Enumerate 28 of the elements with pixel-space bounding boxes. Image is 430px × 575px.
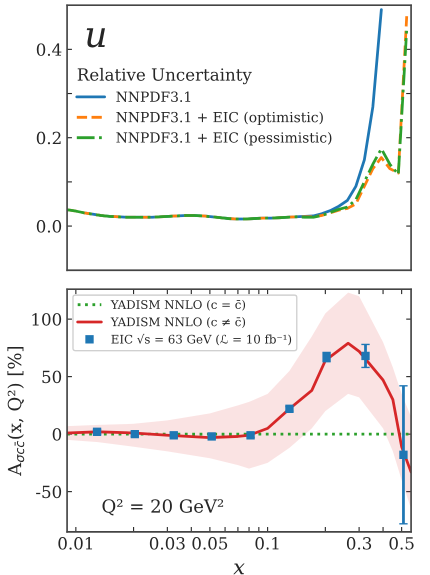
legend-label: NNPDF3.1 + EIC (optimistic) [116,112,323,126]
legend-label: EIC √s = 63 GeV (ℒ = 10 fb⁻¹) [111,334,292,346]
x-tick-label: 0.05 [192,537,228,550]
annotation: u [86,28,105,48]
y-tick-label: 0.4 [36,43,62,56]
x-tick-label: 0.1 [255,537,278,550]
y-tick-label: 50 [42,370,62,384]
y-axis-title: A$_{σcc̄}$(x, Q²) [%] [7,346,24,476]
legend-label: NNPDF3.1 + EIC (pessimistic) [116,132,332,146]
point [399,450,408,459]
y-tick-label: 0 [52,428,62,441]
x-axis-title: x [233,563,245,574]
legend-label: YADISM NNLO (c = c̄) [110,300,246,311]
y-tick-label: 100 [32,313,62,326]
legend-label: YADISM NNLO (c ≠ c̄) [110,317,246,328]
y-tick-label: 0.2 [36,132,61,144]
x-tick-label: 0.3 [346,537,372,550]
x-tick-label: 0.03 [150,537,185,550]
point [130,430,139,438]
y-tick-label: -50 [36,486,62,498]
x-tick-label: 0.5 [389,537,414,550]
point [208,432,216,441]
y-tick-label: 0.0 [36,220,62,233]
legend-title: Relative Uncertainty [78,68,252,84]
legend-label: NNPDF3.1 [116,91,190,102]
point [361,352,370,360]
annotation: Q² = 20 GeV² [102,499,224,516]
x-tick-label: 0.01 [58,537,92,550]
